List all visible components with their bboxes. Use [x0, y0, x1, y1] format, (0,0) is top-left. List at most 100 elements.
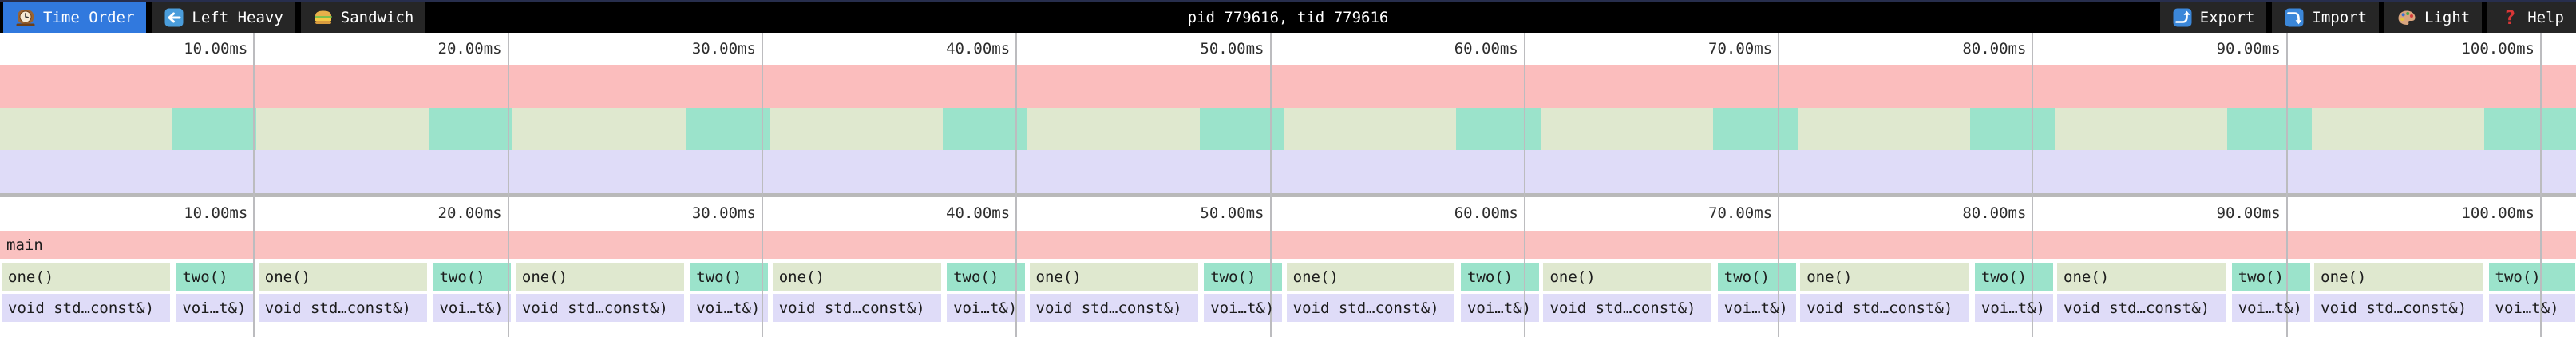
- toolbar-actions: Export Import: [2159, 2, 2576, 33]
- frame-two[interactable]: two(): [690, 263, 769, 291]
- tick-label-bottom: 80.00ms: [1962, 204, 2027, 222]
- frame-one-child[interactable]: void std…const&): [1029, 294, 1198, 322]
- frame-two[interactable]: two(): [2488, 263, 2575, 291]
- gridline: [2540, 33, 2542, 337]
- minimap-two-segment[interactable]: [1199, 108, 1284, 150]
- tab-time-order[interactable]: Time Order: [3, 2, 147, 33]
- tick-label-bottom: 40.00ms: [946, 204, 1011, 222]
- view-tabs: Time Order Left Heavy: [0, 2, 426, 33]
- frame-one-child[interactable]: void std…const&): [258, 294, 427, 322]
- minimap-two-segment[interactable]: [2484, 108, 2576, 150]
- action-label: Export: [2199, 9, 2255, 26]
- minimap-two-segment[interactable]: [685, 108, 770, 150]
- frame-one[interactable]: one(): [1543, 263, 1712, 291]
- gridline: [253, 33, 255, 337]
- frame-one[interactable]: one(): [2057, 263, 2226, 291]
- minimap-two-segment[interactable]: [1456, 108, 1541, 150]
- frame-two[interactable]: two(): [1204, 263, 1283, 291]
- gridline: [1523, 33, 1525, 337]
- frame-two-child[interactable]: voi…t&): [2231, 294, 2310, 322]
- minimap-two-segment[interactable]: [2227, 108, 2312, 150]
- frame-two-child[interactable]: voi…t&): [1204, 294, 1283, 322]
- window-title: pid 779616, tid 779616: [1187, 9, 1389, 26]
- tick-label-top: 70.00ms: [1708, 40, 1773, 57]
- frame-one-child[interactable]: void std…const&): [772, 294, 941, 322]
- frame-one[interactable]: one(): [1029, 263, 1198, 291]
- frame-two[interactable]: two(): [433, 263, 512, 291]
- frame-two-child[interactable]: voi…t&): [2488, 294, 2575, 322]
- help-button[interactable]: ? Help: [2487, 2, 2576, 33]
- import-icon: [2284, 7, 2305, 28]
- frame-two-child[interactable]: voi…t&): [176, 294, 255, 322]
- tick-label-bottom: 100.00ms: [2461, 204, 2534, 222]
- minimap-band-child[interactable]: [0, 150, 2576, 193]
- tick-label-bottom: 60.00ms: [1454, 204, 1518, 222]
- frame-one-child[interactable]: void std…const&): [2, 294, 170, 322]
- tick-label-bottom: 50.00ms: [1200, 204, 1264, 222]
- frame-two-child[interactable]: voi…t&): [1717, 294, 1796, 322]
- tab-sandwich[interactable]: Sandwich: [300, 2, 426, 33]
- frame-one[interactable]: one(): [258, 263, 427, 291]
- frame-two[interactable]: two(): [947, 263, 1026, 291]
- gridline: [1269, 33, 1272, 337]
- tick-label-top: 90.00ms: [2216, 40, 2281, 57]
- tick-label-top: 80.00ms: [1962, 40, 2027, 57]
- export-button[interactable]: Export: [2159, 2, 2267, 33]
- tab-label: Time Order: [43, 9, 135, 26]
- theme-toggle-button[interactable]: Light: [2384, 2, 2483, 33]
- minimap-two-segment[interactable]: [428, 108, 513, 150]
- minimap-two-segment[interactable]: [1970, 108, 2055, 150]
- toolbar: Time Order Left Heavy: [0, 2, 2576, 33]
- tick-label-top: 30.00ms: [691, 40, 756, 57]
- minimap-two-segment[interactable]: [171, 108, 256, 150]
- minimap-band-one[interactable]: [0, 108, 2576, 150]
- tick-label-bottom: 90.00ms: [2216, 204, 2281, 222]
- tick-label-bottom: 70.00ms: [1708, 204, 1773, 222]
- frame-two[interactable]: two(): [1460, 263, 1540, 291]
- frame-one-child[interactable]: void std…const&): [1543, 294, 1712, 322]
- frame-one-child[interactable]: void std…const&): [2057, 294, 2226, 322]
- gridline: [2032, 33, 2034, 337]
- tab-label: Sandwich: [340, 9, 414, 26]
- tab-left-heavy[interactable]: Left Heavy: [152, 2, 295, 33]
- clock-icon: [15, 7, 36, 28]
- action-label: Help: [2527, 9, 2564, 26]
- frame-two-child[interactable]: voi…t&): [1460, 294, 1540, 322]
- minimap-two-segment[interactable]: [1713, 108, 1798, 150]
- tick-label-bottom: 30.00ms: [691, 204, 756, 222]
- frame-two-child[interactable]: voi…t&): [947, 294, 1026, 322]
- question-icon: ?: [2504, 6, 2516, 29]
- tick-label-top: 20.00ms: [437, 40, 502, 57]
- frame-one-child[interactable]: void std…const&): [515, 294, 684, 322]
- frame-one[interactable]: one(): [515, 263, 684, 291]
- tab-label: Left Heavy: [192, 9, 283, 26]
- frame-two-child[interactable]: voi…t&): [433, 294, 512, 322]
- frame-one-child[interactable]: void std…const&): [1800, 294, 1969, 322]
- frame-one[interactable]: one(): [772, 263, 941, 291]
- minimap-two-segment[interactable]: [942, 108, 1027, 150]
- frame-one[interactable]: one(): [1800, 263, 1969, 291]
- gridline: [1778, 33, 1780, 337]
- frame-main[interactable]: main: [0, 231, 2576, 259]
- import-button[interactable]: Import: [2272, 2, 2380, 33]
- frame-two[interactable]: two(): [2231, 263, 2310, 291]
- frame-one-child[interactable]: void std…const&): [2314, 294, 2483, 322]
- export-icon: [2172, 7, 2193, 28]
- gridline: [1015, 33, 1018, 337]
- top-accent-strip: [0, 0, 2576, 2]
- frame-one-child[interactable]: void std…const&): [1286, 294, 1455, 322]
- frame-one[interactable]: one(): [2, 263, 170, 291]
- gridline: [2285, 33, 2288, 337]
- frame-two[interactable]: two(): [1717, 263, 1796, 291]
- frame-two-child[interactable]: voi…t&): [1974, 294, 2053, 322]
- tick-label-top: 50.00ms: [1200, 40, 1264, 57]
- frame-two[interactable]: two(): [176, 263, 255, 291]
- frame-two-child[interactable]: voi…t&): [690, 294, 769, 322]
- minimap-band-main[interactable]: [0, 65, 2576, 108]
- tick-label-top: 10.00ms: [184, 40, 248, 57]
- frame-one[interactable]: one(): [1286, 263, 1455, 291]
- gridline: [507, 33, 509, 337]
- frame-two[interactable]: two(): [1974, 263, 2053, 291]
- frame-one[interactable]: one(): [2314, 263, 2483, 291]
